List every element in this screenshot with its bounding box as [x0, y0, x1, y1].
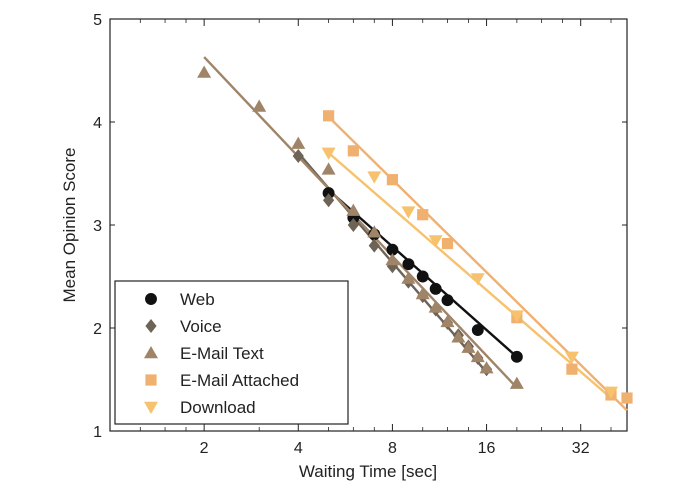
- x-tick-label: 2: [200, 440, 209, 457]
- web-point: [416, 270, 429, 283]
- download-fit-line: [327, 151, 612, 399]
- legend-marker-e-mail-text: [144, 346, 158, 359]
- e-mail-text-point: [509, 376, 524, 389]
- y-tick-label: 4: [93, 115, 102, 132]
- web-point: [402, 258, 415, 271]
- e-mail-attached-fit-line: [327, 115, 628, 412]
- y-tick-label: 5: [93, 12, 102, 29]
- e-mail-attached-point: [566, 363, 578, 375]
- legend-label-web: Web: [180, 290, 215, 309]
- y-tick-label: 3: [93, 218, 102, 235]
- e-mail-attached-point: [417, 209, 429, 221]
- e-mail-text-point: [415, 287, 430, 300]
- e-mail-text-point: [479, 361, 494, 374]
- legend-label-download: Download: [180, 398, 256, 417]
- e-mail-text-point: [461, 340, 476, 353]
- legend-label-voice: Voice: [180, 317, 222, 336]
- e-mail-attached-point: [347, 145, 359, 157]
- voice-point: [322, 193, 335, 208]
- legend-label-e-mail-attached: E-Mail Attached: [180, 371, 299, 390]
- x-tick-label: 8: [388, 440, 397, 457]
- e-mail-text-point: [470, 349, 485, 363]
- web-point: [441, 294, 454, 307]
- legend-marker-voice: [145, 319, 157, 333]
- legend-label-e-mail-text: E-Mail Text: [180, 344, 264, 363]
- e-mail-text-point: [385, 253, 400, 266]
- download-point: [604, 386, 619, 399]
- e-mail-text-point: [252, 99, 267, 112]
- e-mail-attached-point: [386, 174, 399, 186]
- download-point: [470, 273, 485, 286]
- y-axis-ticks: 1 2 3 4 5: [93, 12, 627, 441]
- legend-marker-web: [145, 293, 157, 305]
- x-axis-ticks: 2 4 8 16 32: [139, 19, 612, 457]
- e-mail-text-point: [451, 330, 466, 343]
- web-point: [386, 243, 399, 256]
- e-mail-attached-point: [441, 237, 454, 250]
- voice-point: [292, 148, 304, 163]
- download-point: [564, 351, 579, 364]
- legend-marker-download: [144, 401, 158, 414]
- y-tick-label: 2: [93, 321, 102, 338]
- web-point: [429, 282, 442, 295]
- download-point: [367, 171, 382, 184]
- web-point: [322, 187, 335, 200]
- web-point: [471, 324, 484, 337]
- voice-point: [347, 218, 359, 232]
- e-mail-text-fit-line: [203, 56, 518, 389]
- download-point: [428, 235, 443, 248]
- legend: Web Voice E-Mail Text E-Mail Attached Downlo…: [114, 280, 349, 425]
- e-mail-attached-point: [322, 110, 335, 122]
- x-axis-label: Waiting Time [sec]: [299, 462, 437, 481]
- e-mail-text-point: [401, 271, 416, 284]
- e-mail-text-point: [367, 225, 382, 238]
- y-tick-label: 1: [93, 424, 102, 441]
- x-tick-label: 4: [294, 440, 303, 457]
- y-axis-label: Mean Opinion Score: [60, 148, 79, 303]
- e-mail-text-point: [440, 314, 455, 328]
- x-tick-label: 32: [572, 440, 590, 457]
- download-point: [321, 147, 336, 160]
- data-markers: [197, 65, 633, 404]
- e-mail-text-point: [346, 203, 361, 216]
- e-mail-text-point: [321, 162, 336, 175]
- download-point: [509, 310, 524, 323]
- e-mail-text-point: [291, 136, 306, 149]
- download-point: [401, 206, 416, 219]
- e-mail-text-point: [428, 300, 443, 313]
- e-mail-text-point: [197, 65, 212, 78]
- voice-point: [368, 238, 380, 253]
- legend-marker-e-mail-attached: [145, 374, 157, 386]
- web-point: [510, 350, 523, 363]
- e-mail-attached-point: [621, 392, 633, 404]
- x-tick-label: 16: [478, 440, 496, 457]
